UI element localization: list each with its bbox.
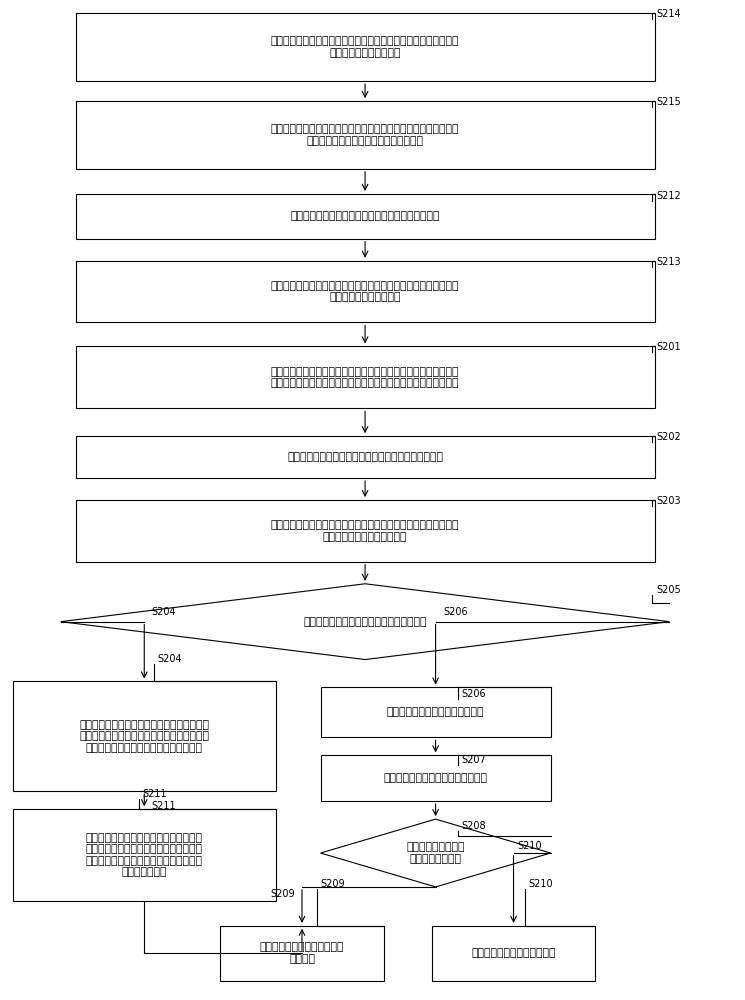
FancyBboxPatch shape: [75, 500, 655, 562]
Polygon shape: [320, 819, 551, 887]
FancyBboxPatch shape: [75, 13, 655, 81]
Text: S204: S204: [157, 654, 182, 664]
Text: 判断选择指令是否为
切换外部设备指令: 判断选择指令是否为 切换外部设备指令: [406, 842, 465, 864]
Text: S209: S209: [270, 889, 294, 899]
Text: S213: S213: [656, 257, 681, 267]
FancyBboxPatch shape: [320, 687, 551, 737]
Text: 接收虚拟服务器根据虚拟机登入指所返回第一虚拟机的第一虚拟桌
面，并显示第一虚拟桌面: 接收虚拟服务器根据虚拟机登入指所返回第一虚拟机的第一虚拟桌 面，并显示第一虚拟桌…: [271, 281, 460, 302]
FancyBboxPatch shape: [75, 436, 655, 478]
Text: S215: S215: [656, 97, 681, 107]
Text: 接收根据选择提示所输入的选择指令: 接收根据选择提示所输入的选择指令: [384, 773, 487, 783]
Text: S211: S211: [152, 801, 177, 811]
FancyBboxPatch shape: [221, 926, 384, 981]
Text: 根据虚拟机切换命令向虚拟服务器发送虚拟机切换指令: 根据虚拟机切换命令向虚拟服务器发送虚拟机切换指令: [287, 452, 443, 462]
Text: S208: S208: [462, 821, 486, 831]
Text: 接收虚拟服务器所返回的虚拟机列表，其中，虚拟机列表信息记载
有虚拟服务器当前所运行的虚拟机的信息: 接收虚拟服务器所返回的虚拟机列表，其中，虚拟机列表信息记载 有虚拟服务器当前所运…: [271, 124, 460, 146]
Text: 在断开附带的外部设备与第一虚拟机之间
的连接时，向虚拟服务器发送挂起指令，
以使虚拟服务器挂起第一虚拟机中与外部
设备相关的任务: 在断开附带的外部设备与第一虚拟机之间 的连接时，向虚拟服务器发送挂起指令， 以使…: [86, 833, 203, 877]
Text: 将终端设备附带的外部设备重定向至第二虚拟
机，建立所述第二虚拟机与所述外部设备之间
的连接，并且由第二虚拟机占用外部设备: 将终端设备附带的外部设备重定向至第二虚拟 机，建立所述第二虚拟机与所述外部设备之…: [79, 720, 209, 753]
Text: 接收虚拟服务器根据虚拟机切换指令所返回的第二虚拟机的第二虚
拟桌面，并显示第二虚拟桌面: 接收虚拟服务器根据虚拟机切换指令所返回的第二虚拟机的第二虚 拟桌面，并显示第二虚…: [271, 520, 460, 542]
FancyBboxPatch shape: [13, 681, 276, 791]
FancyBboxPatch shape: [75, 261, 655, 322]
Text: S204: S204: [152, 607, 177, 617]
Text: 检测附带的外部设备是否被第一虚拟机占用: 检测附带的外部设备是否被第一虚拟机占用: [303, 617, 427, 627]
Text: S205: S205: [656, 585, 681, 595]
FancyBboxPatch shape: [75, 101, 655, 169]
Text: S210: S210: [528, 879, 553, 889]
Text: 弹出是否切换外部设备的选择提示: 弹出是否切换外部设备的选择提示: [387, 707, 484, 717]
Text: S206: S206: [462, 689, 486, 699]
Text: 向虚拟服务发送登入虚拟服务器的服务器登入指令，其中，服务器
登入指令携带有登录信息: 向虚拟服务发送登入虚拟服务器的服务器登入指令，其中，服务器 登入指令携带有登录信…: [271, 36, 460, 58]
Text: S206: S206: [443, 607, 468, 617]
Polygon shape: [61, 584, 670, 660]
Text: S214: S214: [656, 9, 681, 19]
Text: 保留第一虚拟机占用外部设备: 保留第一虚拟机占用外部设备: [472, 948, 556, 958]
Text: S207: S207: [462, 755, 486, 765]
Text: 在登入虚拟服务器的第一虚拟机并显示第一虚拟机的第一虚拟桌面
时，接收输入的并且用于指示切换至第二虚拟机的虚拟机切换命令: 在登入虚拟服务器的第一虚拟机并显示第一虚拟机的第一虚拟桌面 时，接收输入的并且用…: [271, 367, 460, 388]
Text: S209: S209: [320, 879, 345, 889]
Text: 断开外部设备与第一虚拟机之
间的连接: 断开外部设备与第一虚拟机之 间的连接: [260, 942, 344, 964]
FancyBboxPatch shape: [75, 194, 655, 239]
Text: S202: S202: [656, 432, 681, 442]
Text: S211: S211: [142, 789, 167, 799]
Text: S212: S212: [656, 191, 681, 201]
Text: S210: S210: [517, 841, 542, 851]
FancyBboxPatch shape: [75, 346, 655, 408]
FancyBboxPatch shape: [432, 926, 595, 981]
Text: S201: S201: [656, 342, 681, 352]
Text: 向虚拟服务器发送登入第一虚拟机的虚拟机登入指令: 向虚拟服务器发送登入第一虚拟机的虚拟机登入指令: [291, 211, 440, 221]
FancyBboxPatch shape: [13, 809, 276, 901]
FancyBboxPatch shape: [320, 755, 551, 801]
Text: S203: S203: [656, 496, 681, 506]
